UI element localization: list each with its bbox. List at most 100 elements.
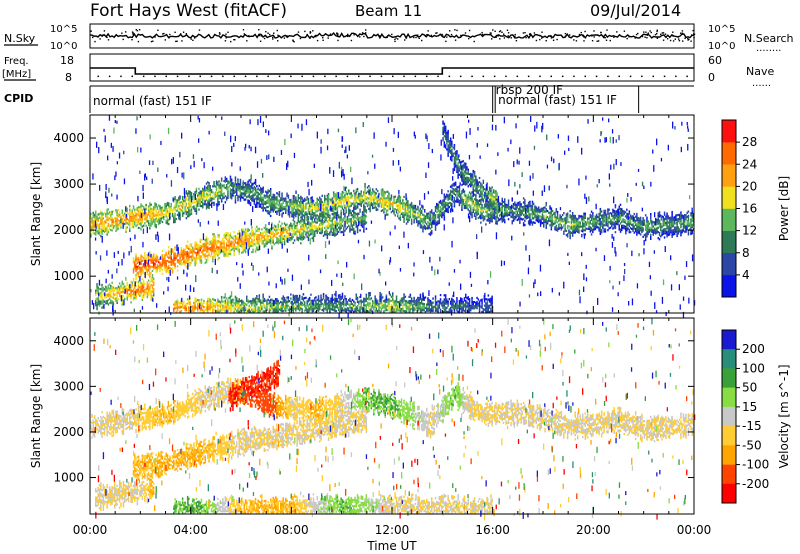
- echo-pixel: [519, 213, 521, 216]
- echo-pixel: [140, 211, 142, 214]
- echo-pixel: [389, 197, 391, 200]
- echo-pixel: [650, 233, 652, 236]
- echo-pixel: [204, 195, 206, 198]
- echo-pixel: [219, 249, 222, 252]
- echo-pixel: [394, 208, 396, 211]
- echo-pixel: [149, 267, 151, 270]
- echo-pixel: [407, 210, 409, 213]
- echo-pixel: [647, 230, 649, 233]
- echo-pixel: [353, 204, 355, 207]
- echo-pixel: [569, 226, 571, 229]
- echo-pixel: [417, 224, 419, 227]
- noise-search-dot: [529, 33, 531, 35]
- nave-dot: [324, 75, 326, 78]
- echo-pixel: [512, 203, 515, 206]
- echo-pixel: [280, 197, 282, 200]
- echo-pixel: [228, 236, 230, 239]
- echo-pixel: [623, 225, 625, 228]
- echo-pixel: [283, 241, 286, 244]
- echo-pixel: [465, 194, 467, 197]
- echo-pixel: [248, 193, 250, 197]
- echo-pixel: [293, 226, 296, 230]
- echo-pixel: [452, 196, 454, 199]
- echo-pixel: [218, 186, 220, 189]
- echo-pixel: [302, 206, 305, 209]
- echo-pixel: [227, 194, 229, 197]
- echo-pixel: [321, 200, 323, 204]
- echo-pixel: [136, 261, 139, 264]
- echo-pixel: [415, 218, 418, 221]
- echo-pixel: [399, 204, 402, 207]
- echo-pixel: [203, 197, 205, 200]
- echo-pixel: [594, 217, 597, 220]
- echo-pixel: [202, 243, 204, 246]
- echo-pixel: [468, 191, 471, 194]
- echo-pixel: [599, 214, 602, 217]
- echo-pixel: [603, 218, 605, 221]
- echo-pixel: [243, 194, 245, 197]
- echo-pixel: [340, 209, 342, 212]
- noise-search-dot: [691, 34, 693, 36]
- echo-pixel: [219, 182, 222, 185]
- echo-pixel: [137, 226, 140, 229]
- echo-pixel: [90, 216, 92, 220]
- echo-pixel: [273, 198, 276, 201]
- echo-pixel: [145, 224, 147, 227]
- echo-pixel: [253, 202, 256, 205]
- echo-pixel: [262, 234, 264, 237]
- echo-pixel: [208, 243, 210, 246]
- echo-pixel: [243, 232, 245, 236]
- echo-pixel: [215, 192, 218, 195]
- echo-pixel: [359, 201, 361, 204]
- echo-pixel: [359, 199, 361, 202]
- echo-pixel: [135, 208, 137, 211]
- echo-pixel: [189, 264, 191, 267]
- echo-pixel: [544, 218, 546, 221]
- echo-pixel: [647, 220, 649, 223]
- echo-pixel: [293, 224, 296, 227]
- echo-pixel: [168, 246, 170, 249]
- echo-pixel: [580, 217, 583, 220]
- echo-pixel: [676, 230, 678, 233]
- echo-pixel: [207, 199, 209, 202]
- echo-pixel: [301, 220, 303, 223]
- echo-pixel: [360, 192, 362, 195]
- echo-pixel: [419, 222, 422, 225]
- echo-pixel: [504, 212, 506, 215]
- echo-pixel: [443, 218, 446, 221]
- echo-pixel: [496, 199, 498, 202]
- echo-pixel: [395, 205, 398, 208]
- echo-pixel: [346, 196, 349, 200]
- echo-pixel: [198, 208, 200, 211]
- echo-pixel: [224, 234, 227, 237]
- echo-pixel: [311, 237, 313, 240]
- echo-pixel: [297, 239, 300, 242]
- echo-pixel: [248, 179, 250, 182]
- echo-pixel: [197, 257, 199, 260]
- echo-pixel: [194, 257, 196, 260]
- echo-pixel: [140, 275, 142, 278]
- echo-pixel: [300, 219, 302, 222]
- echo-pixel: [161, 214, 164, 217]
- echo-pixel: [566, 227, 569, 230]
- echo-pixel: [637, 229, 639, 232]
- echo-pixel: [565, 234, 568, 237]
- echo-pixel: [395, 203, 398, 206]
- echo-pixel: [466, 206, 468, 210]
- echo-pixel: [209, 185, 211, 188]
- echo-pixel: [369, 189, 371, 192]
- echo-pixel: [466, 204, 468, 207]
- echo-pixel: [273, 206, 276, 209]
- echo-pixel: [326, 204, 329, 208]
- echo-pixel: [335, 193, 337, 196]
- echo-pixel: [541, 209, 544, 212]
- echo-pixel: [315, 216, 317, 219]
- echo-pixel: [619, 203, 622, 206]
- echo-pixel: [460, 197, 462, 200]
- echo-pixel: [154, 266, 156, 270]
- echo-pixel: [626, 214, 628, 217]
- echo-pixel: [580, 229, 583, 232]
- echo-pixel: [223, 254, 225, 257]
- echo-pixel: [478, 215, 481, 218]
- echo-pixel: [611, 218, 613, 222]
